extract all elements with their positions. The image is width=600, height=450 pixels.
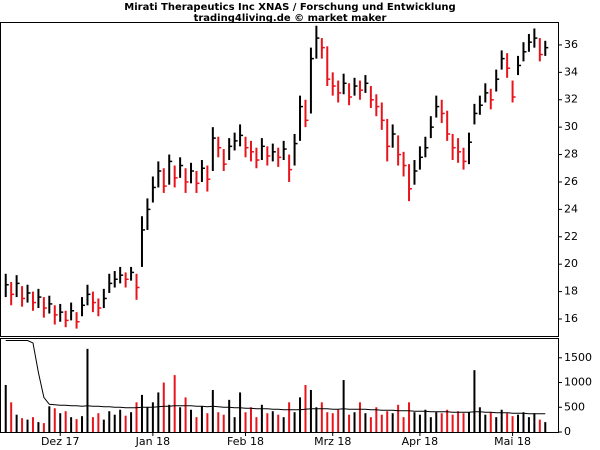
- y-tick-label: 30: [564, 120, 578, 133]
- y-tick-label: 32: [564, 93, 578, 106]
- y-tick-label: 24: [564, 202, 578, 215]
- y-tick-label: 26: [564, 175, 578, 188]
- chart-subtitle: trading4living.de © market maker: [194, 13, 387, 24]
- y2-tick-label: 500: [564, 400, 585, 413]
- y-tick-label: 22: [564, 230, 578, 243]
- x-tick-label: Mai 18: [494, 435, 531, 448]
- x-tick-label: Apr 18: [402, 435, 439, 448]
- y-tick-label: 20: [564, 257, 578, 270]
- chart-title: Mirati Therapeutics Inc XNAS / Forschung…: [124, 2, 455, 13]
- x-tick-label: Jan 18: [135, 435, 170, 448]
- price-panel: [0, 22, 559, 337]
- y2-tick-label: 1000: [564, 376, 592, 389]
- y2-tick-label: 1500: [564, 351, 592, 364]
- y-tick-label: 18: [564, 285, 578, 298]
- volume-panel: [0, 338, 559, 433]
- volume-average: [5, 339, 546, 415]
- y-tick-label: 36: [564, 38, 578, 51]
- x-tick-label: Mrz 18: [314, 435, 351, 448]
- x-tick-label: Dez 17: [41, 435, 80, 448]
- y-tick-label: 34: [564, 65, 578, 78]
- x-tick-label: Feb 18: [227, 435, 264, 448]
- y-tick-label: 28: [564, 148, 578, 161]
- y2-tick-label: 0: [564, 425, 571, 438]
- y-tick-label: 16: [564, 312, 578, 325]
